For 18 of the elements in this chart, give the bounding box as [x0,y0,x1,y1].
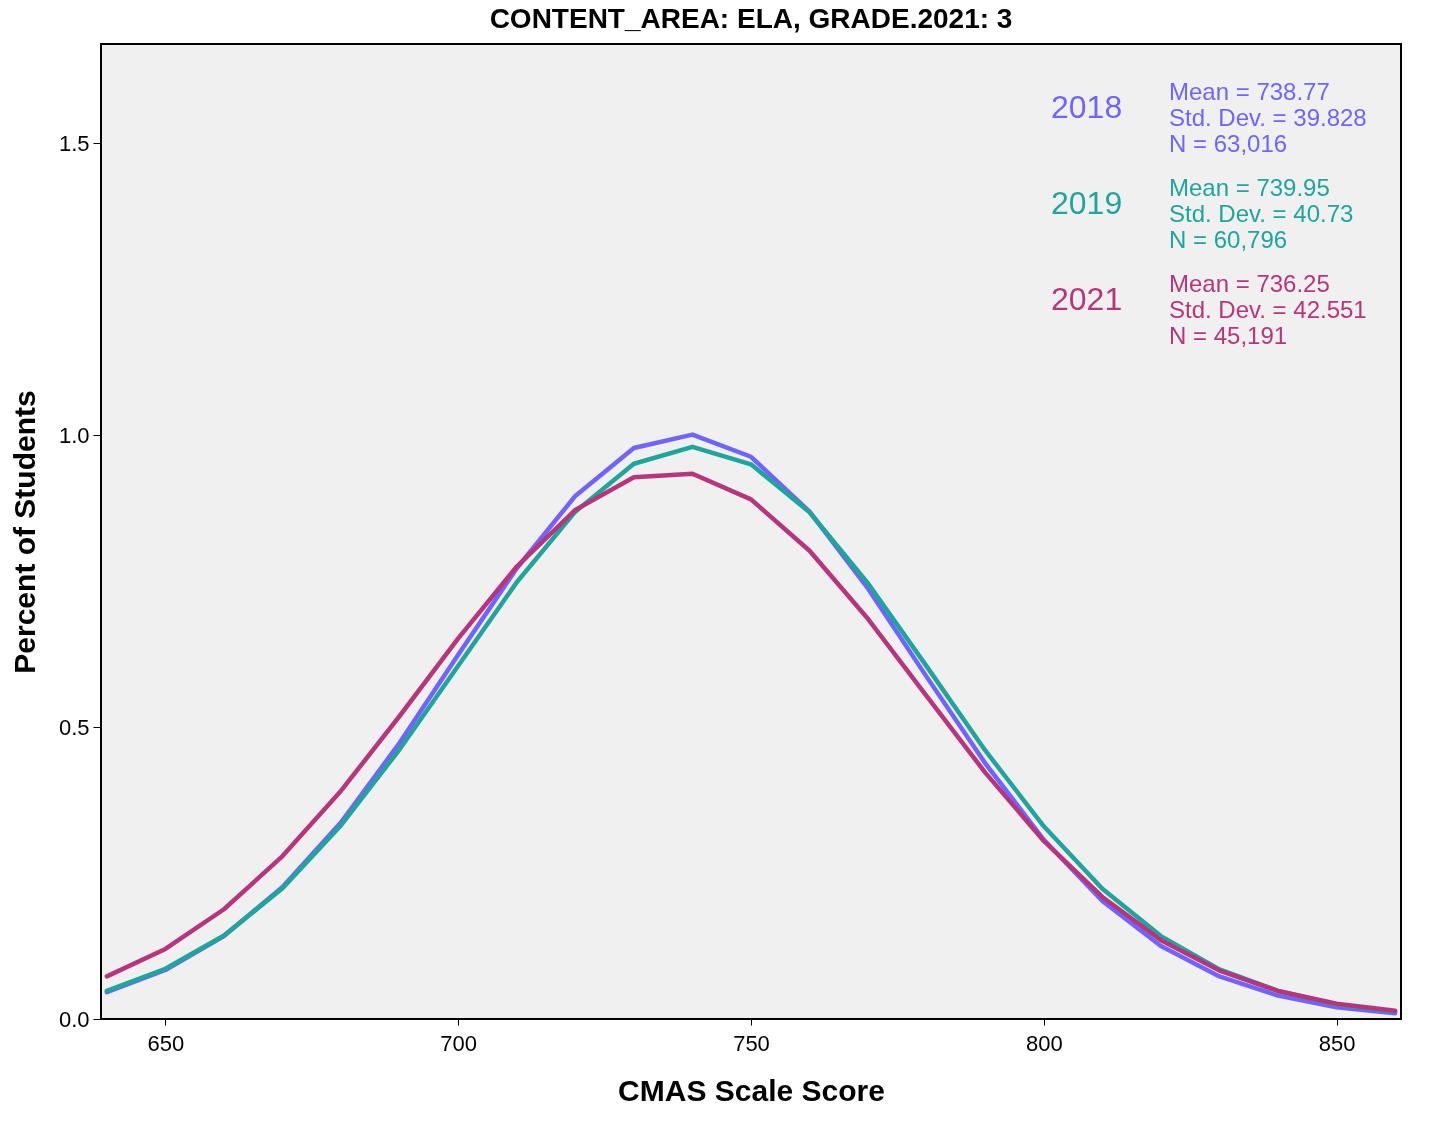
y-tick-label: 0.0 [58,1006,90,1032]
y-tick-label: 1.0 [58,422,90,448]
x-tick-label: 850 [1318,1030,1356,1056]
x-axis-title: CMAS Scale Score [618,1073,885,1107]
x-tick-label: 700 [440,1030,478,1056]
annotation: Mean = 736.25 Std. Dev. = 42.551 N = 45,191 [1169,270,1367,349]
y-tick-label: 1.5 [58,130,90,156]
y-axis-title: Percent of Students [7,390,41,674]
text: 2019 [1051,185,1123,221]
annotation: Mean = 739.95 Std. Dev. = 40.73 N = 60,796 [1169,174,1354,253]
text: 2018 [1051,89,1123,125]
text: 2021 [1051,281,1123,317]
y-tick-label: 0.5 [58,714,90,740]
x-tick-label: 800 [1025,1030,1063,1056]
x-tick-label: 750 [733,1030,770,1056]
chart-title: CONTENT_AREA: ELA, GRADE.2021: 3 [489,3,1013,34]
x-tick-label: 650 [147,1030,185,1056]
annotation: Mean = 738.77 Std. Dev. = 39.828 N = 63,016 [1169,78,1367,157]
